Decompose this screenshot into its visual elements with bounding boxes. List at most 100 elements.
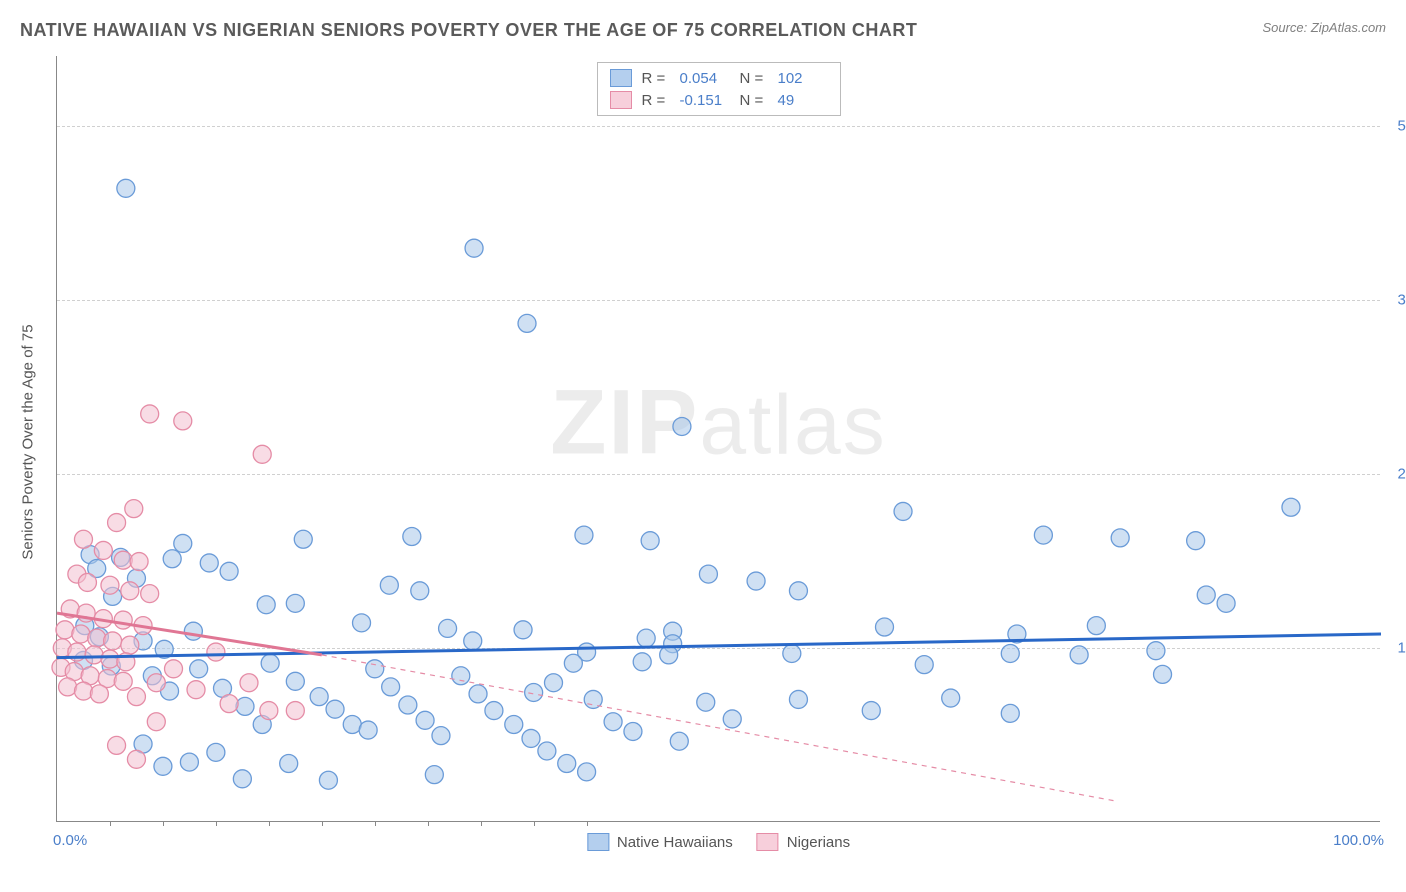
data-point [465, 239, 483, 257]
data-point [154, 757, 172, 775]
data-point [915, 656, 933, 674]
data-point [220, 695, 238, 713]
x-minor-tick [587, 821, 588, 826]
data-point [121, 636, 139, 654]
data-point [518, 314, 536, 332]
stat-r-value: 0.054 [680, 70, 730, 87]
data-point [78, 573, 96, 591]
data-point [894, 502, 912, 520]
stat-r-label: R = [642, 70, 670, 87]
data-point [174, 412, 192, 430]
stats-legend-row: R =-0.151N =49 [610, 89, 828, 111]
data-point [187, 681, 205, 699]
data-point [1087, 617, 1105, 635]
data-point [174, 534, 192, 552]
legend-swatch [587, 833, 609, 851]
data-point [723, 710, 741, 728]
data-point [1147, 642, 1165, 660]
data-point [114, 551, 132, 569]
data-point [108, 736, 126, 754]
data-point [310, 688, 328, 706]
data-point [1001, 644, 1019, 662]
x-minor-tick [110, 821, 111, 826]
data-point [876, 618, 894, 636]
data-point [233, 770, 251, 788]
data-point [184, 622, 202, 640]
data-point [163, 550, 181, 568]
data-point [127, 688, 145, 706]
chart-title: NATIVE HAWAIIAN VS NIGERIAN SENIORS POVE… [20, 20, 917, 41]
data-point [147, 713, 165, 731]
data-point [207, 643, 225, 661]
x-axis-min-label: 0.0% [53, 832, 87, 849]
data-point [641, 532, 659, 550]
data-point [286, 594, 304, 612]
data-point [180, 753, 198, 771]
data-point [260, 702, 278, 720]
data-point [121, 582, 139, 600]
scatter-plot-svg [57, 56, 1380, 821]
data-point [319, 771, 337, 789]
data-point [130, 553, 148, 571]
data-point [104, 632, 122, 650]
data-point [514, 621, 532, 639]
data-point [673, 417, 691, 435]
data-point [90, 685, 108, 703]
data-point [294, 530, 312, 548]
data-point [452, 667, 470, 685]
data-point [747, 572, 765, 590]
data-point [94, 541, 112, 559]
y-tick-label: 50.0% [1385, 117, 1406, 134]
bottom-legend-item: Nigerians [757, 833, 850, 851]
data-point [74, 682, 92, 700]
data-point [1001, 704, 1019, 722]
data-point [522, 729, 540, 747]
data-point [359, 721, 377, 739]
x-minor-tick [163, 821, 164, 826]
x-minor-tick [481, 821, 482, 826]
stat-r-label: R = [642, 92, 670, 109]
data-point [403, 527, 421, 545]
data-point [127, 750, 145, 768]
data-point [165, 660, 183, 678]
data-point [141, 585, 159, 603]
data-point [257, 596, 275, 614]
data-point [416, 711, 434, 729]
plot-region: ZIPatlas R =0.054N =102R =-0.151N =49 0.… [56, 56, 1380, 822]
data-point [789, 582, 807, 600]
y-tick-label: 37.5% [1385, 291, 1406, 308]
data-point [1154, 665, 1172, 683]
data-point [564, 654, 582, 672]
data-point [578, 763, 596, 781]
data-point [353, 614, 371, 632]
x-axis-max-label: 100.0% [1333, 832, 1384, 849]
data-point [261, 654, 279, 672]
data-point [1111, 529, 1129, 547]
data-point [558, 755, 576, 773]
data-point [326, 700, 344, 718]
x-minor-tick [375, 821, 376, 826]
data-point [1070, 646, 1088, 664]
data-point [485, 702, 503, 720]
data-point [1217, 594, 1235, 612]
legend-swatch [610, 69, 632, 87]
data-point [942, 689, 960, 707]
y-axis-label: Seniors Poverty Over the Age of 75 [20, 324, 37, 559]
data-point [286, 672, 304, 690]
data-point [114, 672, 132, 690]
data-point [220, 562, 238, 580]
data-point [1034, 526, 1052, 544]
data-point [637, 629, 655, 647]
bottom-legend-item: Native Hawaiians [587, 833, 733, 851]
stat-r-value: -0.151 [680, 92, 730, 109]
x-minor-tick [534, 821, 535, 826]
data-point [253, 445, 271, 463]
legend-swatch [757, 833, 779, 851]
data-point [200, 554, 218, 572]
chart-area: Seniors Poverty Over the Age of 75 ZIPat… [50, 56, 1386, 828]
data-point [399, 696, 417, 714]
data-point [207, 743, 225, 761]
data-point [85, 646, 103, 664]
data-point [624, 722, 642, 740]
data-point [789, 690, 807, 708]
